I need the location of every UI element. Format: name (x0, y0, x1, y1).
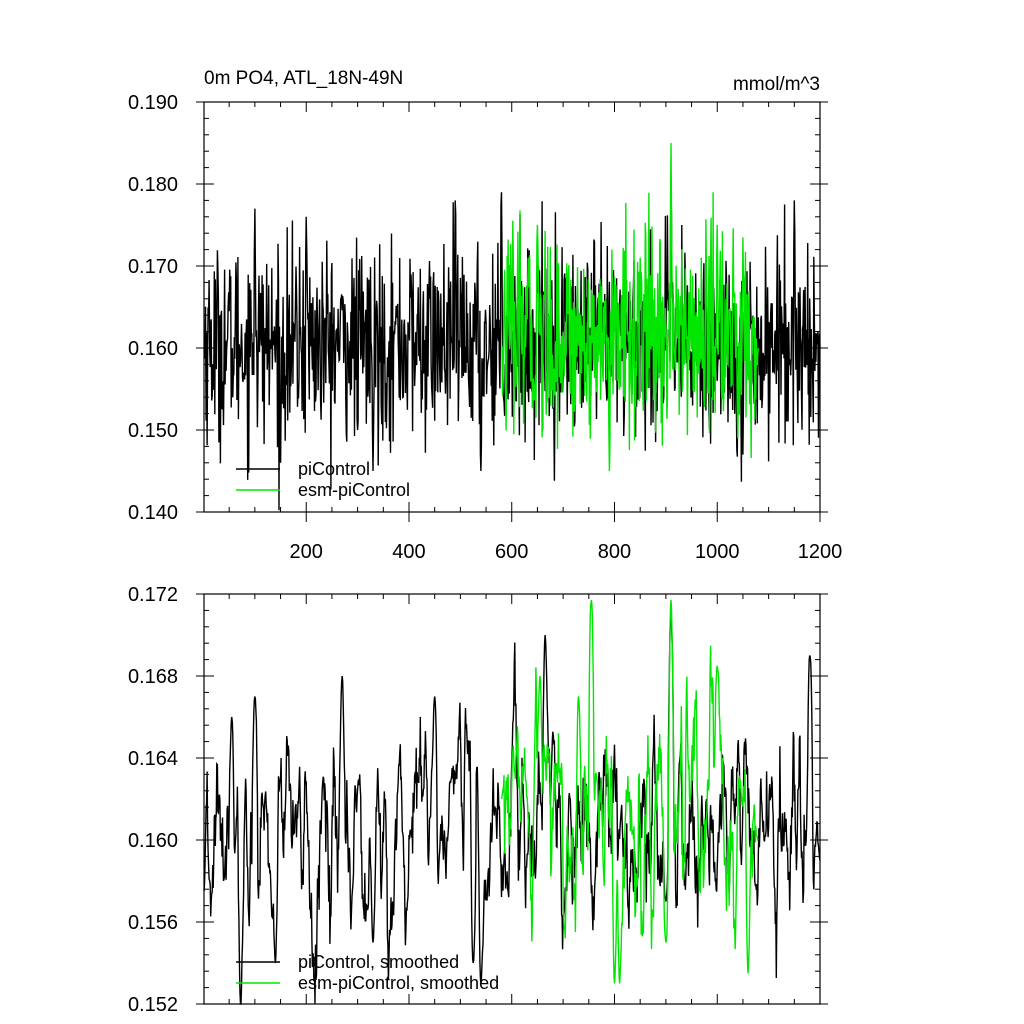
x-tick-label: 800 (598, 541, 631, 563)
y-tick-label: 0.172 (128, 584, 178, 606)
y-tick-label: 0.156 (128, 912, 178, 934)
bottom-panel-legend: piControl, smoothed esm-piControl, smoot… (236, 952, 499, 993)
legend-label-esm-piControl-smoothed: esm-piControl, smoothed (298, 973, 499, 993)
x-tick-label: 1000 (695, 541, 740, 563)
bottom-panel: 0.152 0.156 0.160 0.164 0.168 0.172 piControl… (128, 584, 828, 1016)
top-panel-legend: piControl esm-piControl (236, 459, 410, 500)
bottom-panel-series (203, 600, 821, 1005)
series-line-esm-picontrol-smoothed (500, 600, 759, 984)
y-tick-label: 0.160 (128, 830, 178, 852)
y-tick-label: 0.170 (128, 256, 178, 278)
y-tick-label: 0.190 (128, 92, 178, 114)
series-line-picontrol-smoothed (203, 614, 821, 1005)
top-panel-ticks: 0.140 0.150 0.160 0.170 0.180 0.190 200 400 600 8… (128, 92, 842, 563)
top-panel-series (203, 142, 821, 511)
y-tick-label: 0.168 (128, 666, 178, 688)
legend-label-piControl-smoothed: piControl, smoothed (298, 952, 459, 972)
y-tick-label: 0.152 (128, 994, 178, 1016)
y-tick-label: 0.160 (128, 338, 178, 360)
x-tick-label: 1200 (798, 541, 843, 563)
series-line-picontrol (203, 192, 821, 511)
legend-label-esm-piControl: esm-piControl (298, 480, 410, 500)
x-tick-label: 600 (495, 541, 528, 563)
legend-label-piControl: piControl (298, 459, 370, 479)
y-tick-label: 0.140 (128, 502, 178, 524)
y-tick-label: 0.180 (128, 174, 178, 196)
bottom-panel-ticks: 0.152 0.156 0.160 0.164 0.168 0.172 (128, 584, 828, 1016)
x-tick-label: 200 (290, 541, 323, 563)
x-tick-label: 400 (392, 541, 425, 563)
top-panel: 0m PO4, ATL_18N-49N mmol/m^3 0.1400.1500… (128, 68, 842, 563)
top-panel-title: 0m PO4, ATL_18N-49N (204, 68, 403, 89)
y-tick-label: 0.164 (128, 748, 178, 770)
series-line-esm-picontrol (501, 142, 759, 472)
y-tick-label: 0.150 (128, 420, 178, 442)
top-panel-units: mmol/m^3 (733, 74, 820, 95)
